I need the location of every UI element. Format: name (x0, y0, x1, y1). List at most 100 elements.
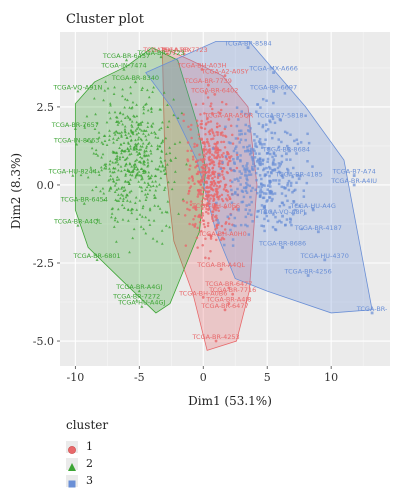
cluster-2-point (140, 186, 143, 189)
cluster-3-point (221, 161, 224, 164)
cluster-2-point (126, 169, 130, 172)
cluster-1-point-label: TCGA-BR-4253 (191, 333, 239, 341)
cluster-2-point (129, 85, 132, 89)
cluster-2-point (115, 156, 119, 159)
cluster-2-point (114, 161, 117, 164)
cluster-1-point-label: TCGA-BR-7739 (184, 77, 232, 85)
cluster-1-point (204, 133, 207, 136)
cluster-2-point (114, 157, 118, 160)
cluster-2-point (132, 114, 135, 117)
cluster-1-point (207, 233, 211, 236)
cluster-2-point (111, 206, 115, 210)
cluster-3-point (248, 203, 251, 206)
cluster-3-point (244, 215, 248, 219)
cluster-2-point (141, 161, 145, 165)
cluster-2-point (150, 159, 154, 163)
cluster-1-point (202, 150, 206, 153)
cluster-2-point (133, 162, 137, 166)
cluster-3-point (235, 124, 239, 128)
cluster-2-point (108, 170, 112, 173)
cluster-2-point (137, 151, 141, 154)
cluster-1-point (211, 215, 214, 219)
cluster-3-point (234, 190, 237, 194)
cluster-3-point (235, 106, 239, 109)
cluster-3-point (260, 185, 263, 189)
cluster-3-point (278, 118, 282, 121)
y-tick-label: 0.0 (37, 179, 55, 192)
cluster-2-point (117, 178, 121, 181)
cluster-3-point (260, 146, 264, 149)
cluster-1-point (183, 214, 187, 217)
cluster-2-point (135, 132, 139, 136)
cluster-3-point (304, 212, 307, 215)
cluster-1-point (206, 96, 210, 99)
cluster-1-point (213, 215, 217, 219)
cluster-2-point (147, 95, 151, 99)
cluster-1-point (187, 189, 191, 193)
cluster-3-point (284, 152, 288, 156)
cluster-2-point (161, 140, 165, 143)
cluster-3-point (255, 145, 259, 149)
cluster-3-point (280, 154, 284, 158)
cluster-1-point (216, 191, 219, 194)
cluster-2-point (138, 160, 142, 163)
cluster-2-point (108, 177, 112, 181)
legend-item-2: 2 (66, 455, 108, 472)
cluster-2-point (120, 148, 124, 152)
cluster-3-point (240, 132, 243, 136)
cluster-1-point (202, 223, 206, 226)
cluster-3-point (257, 185, 260, 189)
cluster-1-point (205, 163, 208, 166)
cluster-1-point (211, 171, 215, 175)
cluster-2-point (173, 170, 177, 173)
cluster-3-point (240, 189, 244, 193)
cluster-3-point (272, 89, 276, 93)
cluster-2-point (117, 199, 121, 202)
cluster-1-point (208, 132, 212, 136)
cluster-2-point (159, 176, 163, 180)
cluster-2-point (162, 188, 166, 192)
cluster-3-point (262, 167, 266, 170)
cluster-1-point (210, 177, 214, 180)
cluster-2-point (128, 118, 132, 121)
cluster-2-point (146, 88, 149, 92)
cluster-1-point (194, 222, 197, 226)
cluster-2-point (115, 154, 119, 157)
cluster-2-point (97, 131, 101, 134)
cluster-3-point (250, 200, 253, 204)
cluster-2-point (137, 122, 141, 125)
cluster-2-point (115, 151, 119, 154)
cluster-3-point (249, 195, 252, 199)
cluster-2-point (121, 112, 125, 116)
cluster-3-point (270, 131, 273, 135)
cluster-3-point (241, 200, 245, 204)
cluster-3-point (276, 166, 280, 170)
cluster-1-point (218, 162, 222, 165)
cluster-1-point (188, 208, 191, 212)
cluster-1-point (213, 170, 217, 174)
cluster-2-point (97, 170, 101, 173)
cluster-2-point (99, 189, 102, 193)
cluster-3-point (244, 186, 248, 190)
cluster-1-point-label: TCGA-BR-6477 (204, 280, 252, 288)
cluster-2-point (150, 131, 153, 134)
cluster-1-point (207, 212, 210, 215)
cluster-3-point (268, 167, 272, 170)
cluster-2-point (114, 216, 117, 219)
cluster-3-point (257, 209, 260, 213)
cluster-1-point (225, 103, 228, 106)
cluster-1-point (209, 102, 213, 105)
cluster-1-point (234, 205, 237, 209)
cluster-2-point (129, 200, 132, 203)
cluster-1-point (211, 167, 214, 170)
cluster-2-point (104, 166, 108, 170)
cluster-2-point (169, 158, 172, 161)
cluster-1-point (221, 155, 224, 159)
cluster-1-point (211, 217, 214, 220)
cluster-2-point-label: TCGA-BR-7657 (51, 121, 99, 129)
cluster-3-point (255, 178, 258, 182)
cluster-2-point (137, 131, 140, 135)
cluster-1-point (203, 155, 207, 158)
cluster-1-point-label: TCGA-BH-A03H (177, 61, 227, 69)
cluster-1-point (207, 257, 211, 260)
